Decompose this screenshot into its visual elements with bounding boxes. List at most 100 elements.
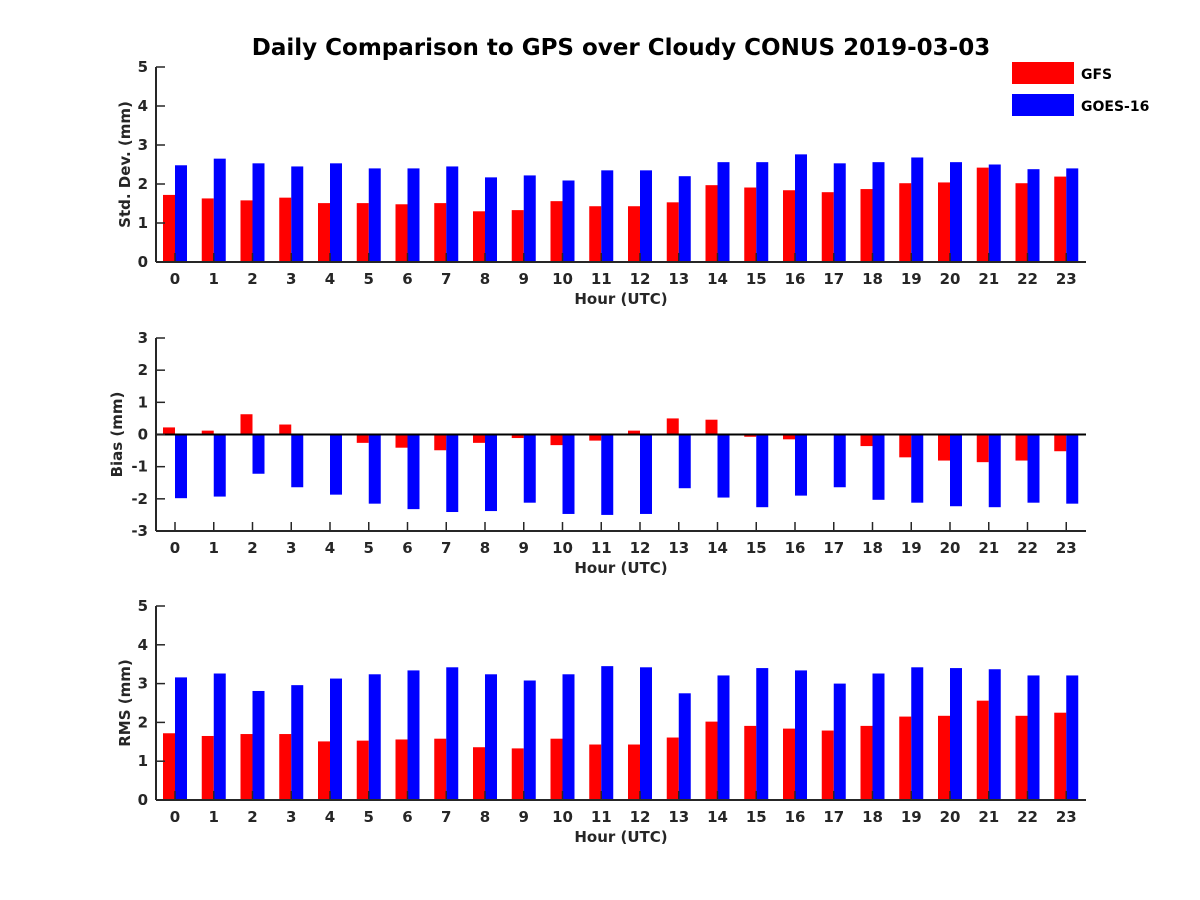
bar-goes16-4 (330, 434, 342, 495)
x-tick-label: 6 (402, 539, 412, 557)
bar-goes16-3 (291, 434, 304, 488)
bar-gfs-13 (666, 202, 679, 262)
y-tick-label: 2 (138, 361, 148, 379)
x-tick-label: 1 (209, 270, 219, 288)
bar-goes16-7 (446, 667, 459, 800)
x-tick-label: 12 (630, 808, 651, 826)
bar-gfs-4 (318, 741, 330, 800)
bar-gfs-16 (783, 434, 795, 440)
x-tick-label: 10 (552, 539, 573, 557)
bar-goes16-13 (678, 693, 691, 800)
x-tick-label: 21 (978, 539, 999, 557)
bar-goes16-8 (485, 674, 497, 800)
y-axis-label: Bias (mm) (108, 392, 126, 478)
x-tick-label: 13 (668, 808, 689, 826)
x-tick-label: 16 (785, 270, 806, 288)
x-tick-label: 20 (940, 808, 961, 826)
bar-gfs-14 (705, 185, 718, 262)
bar-goes16-15 (756, 668, 769, 800)
bar-gfs-17 (821, 192, 834, 262)
x-tick-label: 22 (1017, 808, 1038, 826)
bar-goes16-7 (446, 434, 459, 513)
bar-gfs-8 (473, 211, 485, 262)
bar-goes16-8 (485, 434, 497, 512)
x-tick-label: 2 (247, 808, 257, 826)
bar-gfs-19 (899, 716, 912, 800)
x-tick-label: 19 (901, 539, 922, 557)
x-tick-label: 21 (978, 270, 999, 288)
bar-goes16-12 (640, 667, 652, 800)
x-axis-label: Hour (UTC) (574, 828, 667, 846)
bar-gfs-18 (860, 189, 873, 262)
x-tick-label: 8 (480, 539, 490, 557)
bar-goes16-10 (562, 180, 575, 262)
bar-gfs-5 (356, 434, 369, 443)
bar-goes16-22 (1027, 675, 1040, 800)
y-tick-label: 0 (138, 791, 148, 809)
bar-gfs-0 (163, 733, 175, 800)
x-tick-label: 5 (364, 539, 374, 557)
bar-gfs-9 (511, 434, 524, 439)
bar-goes16-1 (213, 673, 226, 800)
x-tick-label: 16 (785, 539, 806, 557)
bar-goes16-20 (950, 668, 962, 800)
bar-goes16-14 (717, 162, 730, 262)
bar-gfs-0 (163, 194, 175, 262)
bar-gfs-23 (1054, 712, 1067, 800)
legend-label-goes16: GOES-16 (1081, 99, 1149, 115)
x-tick-label: 1 (209, 808, 219, 826)
x-tick-label: 15 (746, 808, 767, 826)
bar-goes16-16 (795, 154, 807, 262)
bar-gfs-3 (279, 197, 292, 262)
x-tick-label: 5 (364, 808, 374, 826)
x-tick-label: 23 (1056, 808, 1077, 826)
y-tick-label: 4 (138, 636, 148, 654)
bar-goes16-22 (1027, 169, 1040, 262)
x-tick-label: 15 (746, 270, 767, 288)
x-tick-label: 18 (862, 539, 883, 557)
bar-gfs-1 (201, 430, 214, 435)
bar-gfs-2 (240, 200, 253, 262)
bar-gfs-5 (356, 203, 369, 262)
bar-goes16-20 (950, 434, 962, 507)
x-tick-label: 2 (247, 270, 257, 288)
bar-goes16-10 (562, 674, 575, 800)
bar-gfs-7 (434, 434, 447, 451)
y-tick-label: 0 (138, 253, 148, 271)
y-axis-label: Std. Dev. (mm) (116, 101, 134, 228)
bar-goes16-10 (562, 434, 575, 514)
x-tick-label: 1 (209, 539, 219, 557)
legend: GFS GOES-16 (1012, 62, 1149, 116)
x-tick-label: 12 (630, 539, 651, 557)
bar-goes16-21 (988, 164, 1001, 262)
bar-goes16-11 (601, 666, 614, 800)
bar-gfs-3 (279, 424, 292, 435)
bar-goes16-4 (330, 163, 342, 262)
x-tick-label: 8 (480, 808, 490, 826)
bar-gfs-6 (395, 434, 408, 448)
y-axis-label: RMS (mm) (116, 659, 134, 746)
x-tick-label: 10 (552, 808, 573, 826)
y-tick-label: 1 (138, 752, 148, 770)
bar-gfs-21 (976, 700, 989, 800)
bar-goes16-21 (988, 669, 1001, 800)
x-tick-label: 4 (325, 808, 335, 826)
bar-gfs-2 (240, 414, 253, 435)
bar-goes16-15 (756, 434, 769, 508)
bar-gfs-14 (705, 419, 718, 435)
x-tick-label: 22 (1017, 270, 1038, 288)
bar-gfs-14 (705, 721, 718, 800)
x-tick-label: 2 (247, 539, 257, 557)
bar-gfs-12 (628, 744, 640, 800)
bar-gfs-20 (938, 715, 950, 800)
bar-goes16-17 (833, 434, 846, 488)
bar-goes16-13 (678, 434, 691, 489)
x-tick-label: 23 (1056, 270, 1077, 288)
bar-gfs-17 (821, 730, 834, 800)
bar-gfs-21 (976, 167, 989, 262)
bar-goes16-5 (368, 434, 381, 504)
bar-gfs-16 (783, 728, 795, 800)
bar-gfs-4 (318, 203, 330, 262)
figure-title: Daily Comparison to GPS over Cloudy CONU… (252, 35, 990, 61)
